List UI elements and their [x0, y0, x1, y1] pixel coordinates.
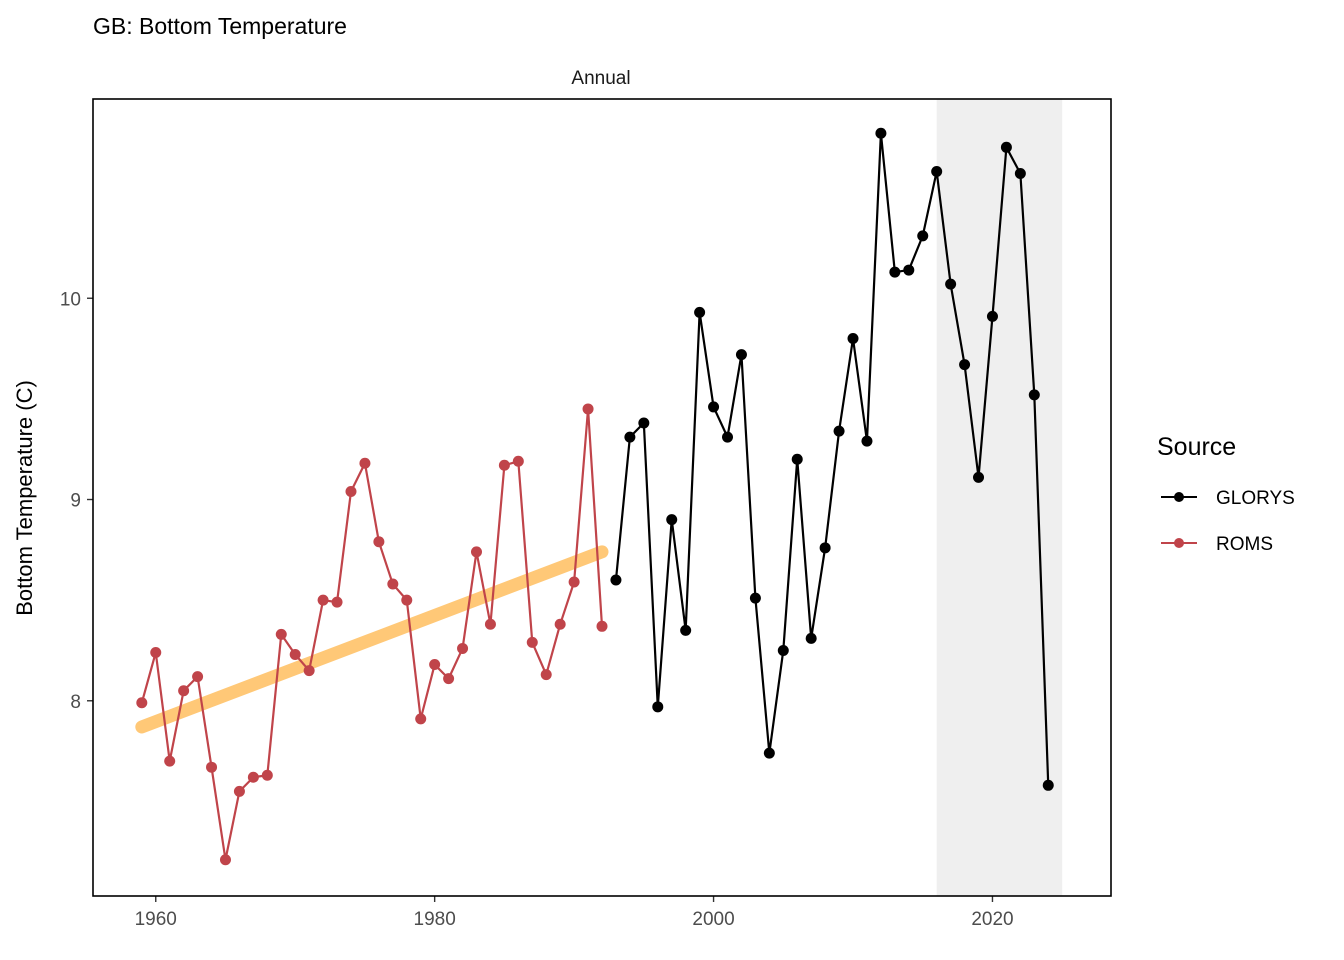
data-point-glorys-1999 — [694, 306, 706, 318]
data-point-roms-1972 — [317, 594, 329, 606]
data-point-roms-1973 — [331, 596, 343, 608]
data-point-glorys-2022 — [1014, 167, 1026, 179]
series-line-roms — [140, 407, 604, 861]
data-point-roms-1970 — [289, 648, 301, 660]
x-tick-label-1960: 1960 — [135, 909, 177, 930]
data-point-roms-1979 — [415, 713, 427, 725]
data-point-glorys-2015 — [917, 230, 929, 242]
data-point-glorys-2008 — [819, 542, 831, 554]
data-point-roms-1991 — [582, 403, 594, 415]
plot-panel-border — [92, 98, 1112, 897]
legend-key-point-glorys — [1174, 492, 1184, 502]
data-point-glorys-2003 — [749, 592, 761, 604]
data-point-glorys-2005 — [777, 644, 789, 656]
data-point-roms-1961 — [164, 755, 176, 767]
data-point-glorys-2006 — [791, 453, 803, 465]
data-point-glorys-2017 — [945, 278, 957, 290]
data-point-roms-1980 — [429, 659, 441, 671]
series-layer — [136, 127, 1054, 866]
y-axis-title: Bottom Temperature (C) — [12, 380, 37, 616]
legend-title: Source — [1157, 433, 1236, 461]
y-tick-label-10: 10 — [60, 289, 81, 310]
data-point-glorys-1997 — [666, 514, 678, 526]
y-tick-label-9: 9 — [70, 491, 81, 512]
data-point-glorys-2019 — [973, 471, 985, 483]
data-point-glorys-2004 — [763, 747, 775, 759]
data-point-glorys-2016 — [931, 165, 943, 177]
data-point-glorys-2014 — [903, 264, 915, 276]
x-tick-label-2000: 2000 — [692, 909, 734, 930]
data-point-roms-1987 — [526, 636, 538, 648]
series-line-glorys — [614, 132, 1050, 786]
y-tick-label-8: 8 — [70, 692, 81, 713]
data-point-glorys-1994 — [624, 431, 636, 443]
data-point-roms-1992 — [596, 620, 608, 632]
trend-layer — [135, 545, 609, 734]
legend-key-point-roms — [1174, 538, 1184, 548]
data-point-roms-1986 — [512, 455, 524, 467]
data-point-glorys-1993 — [610, 574, 622, 586]
data-point-glorys-1996 — [652, 701, 664, 713]
x-tick-label-2020: 2020 — [971, 909, 1013, 930]
data-point-roms-1990 — [568, 576, 580, 588]
data-point-roms-1964 — [206, 761, 218, 773]
data-point-glorys-1995 — [638, 417, 650, 429]
data-point-glorys-2013 — [889, 266, 901, 278]
data-point-roms-1982 — [457, 642, 469, 654]
data-point-glorys-2011 — [861, 435, 873, 447]
legend-label-roms: ROMS — [1216, 534, 1273, 555]
data-point-glorys-1998 — [680, 624, 692, 636]
data-point-roms-1967 — [247, 771, 259, 783]
series-glorys — [610, 127, 1054, 791]
facet-label: Annual — [571, 68, 630, 89]
axis-ticks: 1960 1980 2000 2020 8 9 10 — [60, 289, 1014, 930]
data-point-glorys-2002 — [735, 349, 747, 361]
data-point-roms-1977 — [387, 578, 399, 590]
data-point-roms-1962 — [178, 685, 190, 697]
legend-label-glorys: GLORYS — [1216, 488, 1295, 509]
data-point-glorys-2018 — [959, 359, 971, 371]
data-point-glorys-2020 — [986, 310, 998, 322]
data-point-roms-1984 — [484, 618, 496, 630]
data-point-roms-1983 — [470, 546, 482, 558]
data-point-roms-1975 — [359, 457, 371, 469]
data-point-roms-1959 — [136, 697, 148, 709]
data-point-glorys-2000 — [708, 401, 720, 413]
data-point-glorys-2021 — [1000, 141, 1012, 153]
data-point-roms-1974 — [345, 485, 357, 497]
data-point-roms-1985 — [498, 459, 510, 471]
data-point-roms-1989 — [554, 618, 566, 630]
data-point-glorys-2024 — [1042, 779, 1054, 791]
data-point-roms-1960 — [150, 646, 162, 658]
data-point-roms-1968 — [261, 769, 273, 781]
data-point-roms-1978 — [401, 594, 413, 606]
series-roms — [136, 403, 608, 866]
trend-line — [135, 545, 609, 734]
legend: Source GLORYS ROMS — [1157, 433, 1295, 555]
data-point-roms-1965 — [219, 854, 231, 866]
data-point-roms-1966 — [233, 785, 245, 797]
data-point-glorys-2010 — [847, 333, 859, 345]
data-point-roms-1971 — [303, 665, 315, 677]
data-point-glorys-2007 — [805, 632, 817, 644]
data-point-glorys-2009 — [833, 425, 845, 437]
data-point-roms-1969 — [275, 628, 287, 640]
data-point-glorys-2023 — [1028, 389, 1040, 401]
data-point-roms-1976 — [373, 536, 385, 548]
data-point-roms-1988 — [540, 669, 552, 681]
x-tick-label-1980: 1980 — [414, 909, 456, 930]
chart-title: GB: Bottom Temperature — [93, 13, 347, 39]
data-point-glorys-2012 — [875, 127, 887, 139]
data-point-roms-1963 — [192, 671, 204, 683]
data-point-roms-1981 — [443, 673, 455, 685]
data-point-glorys-2001 — [722, 431, 734, 443]
